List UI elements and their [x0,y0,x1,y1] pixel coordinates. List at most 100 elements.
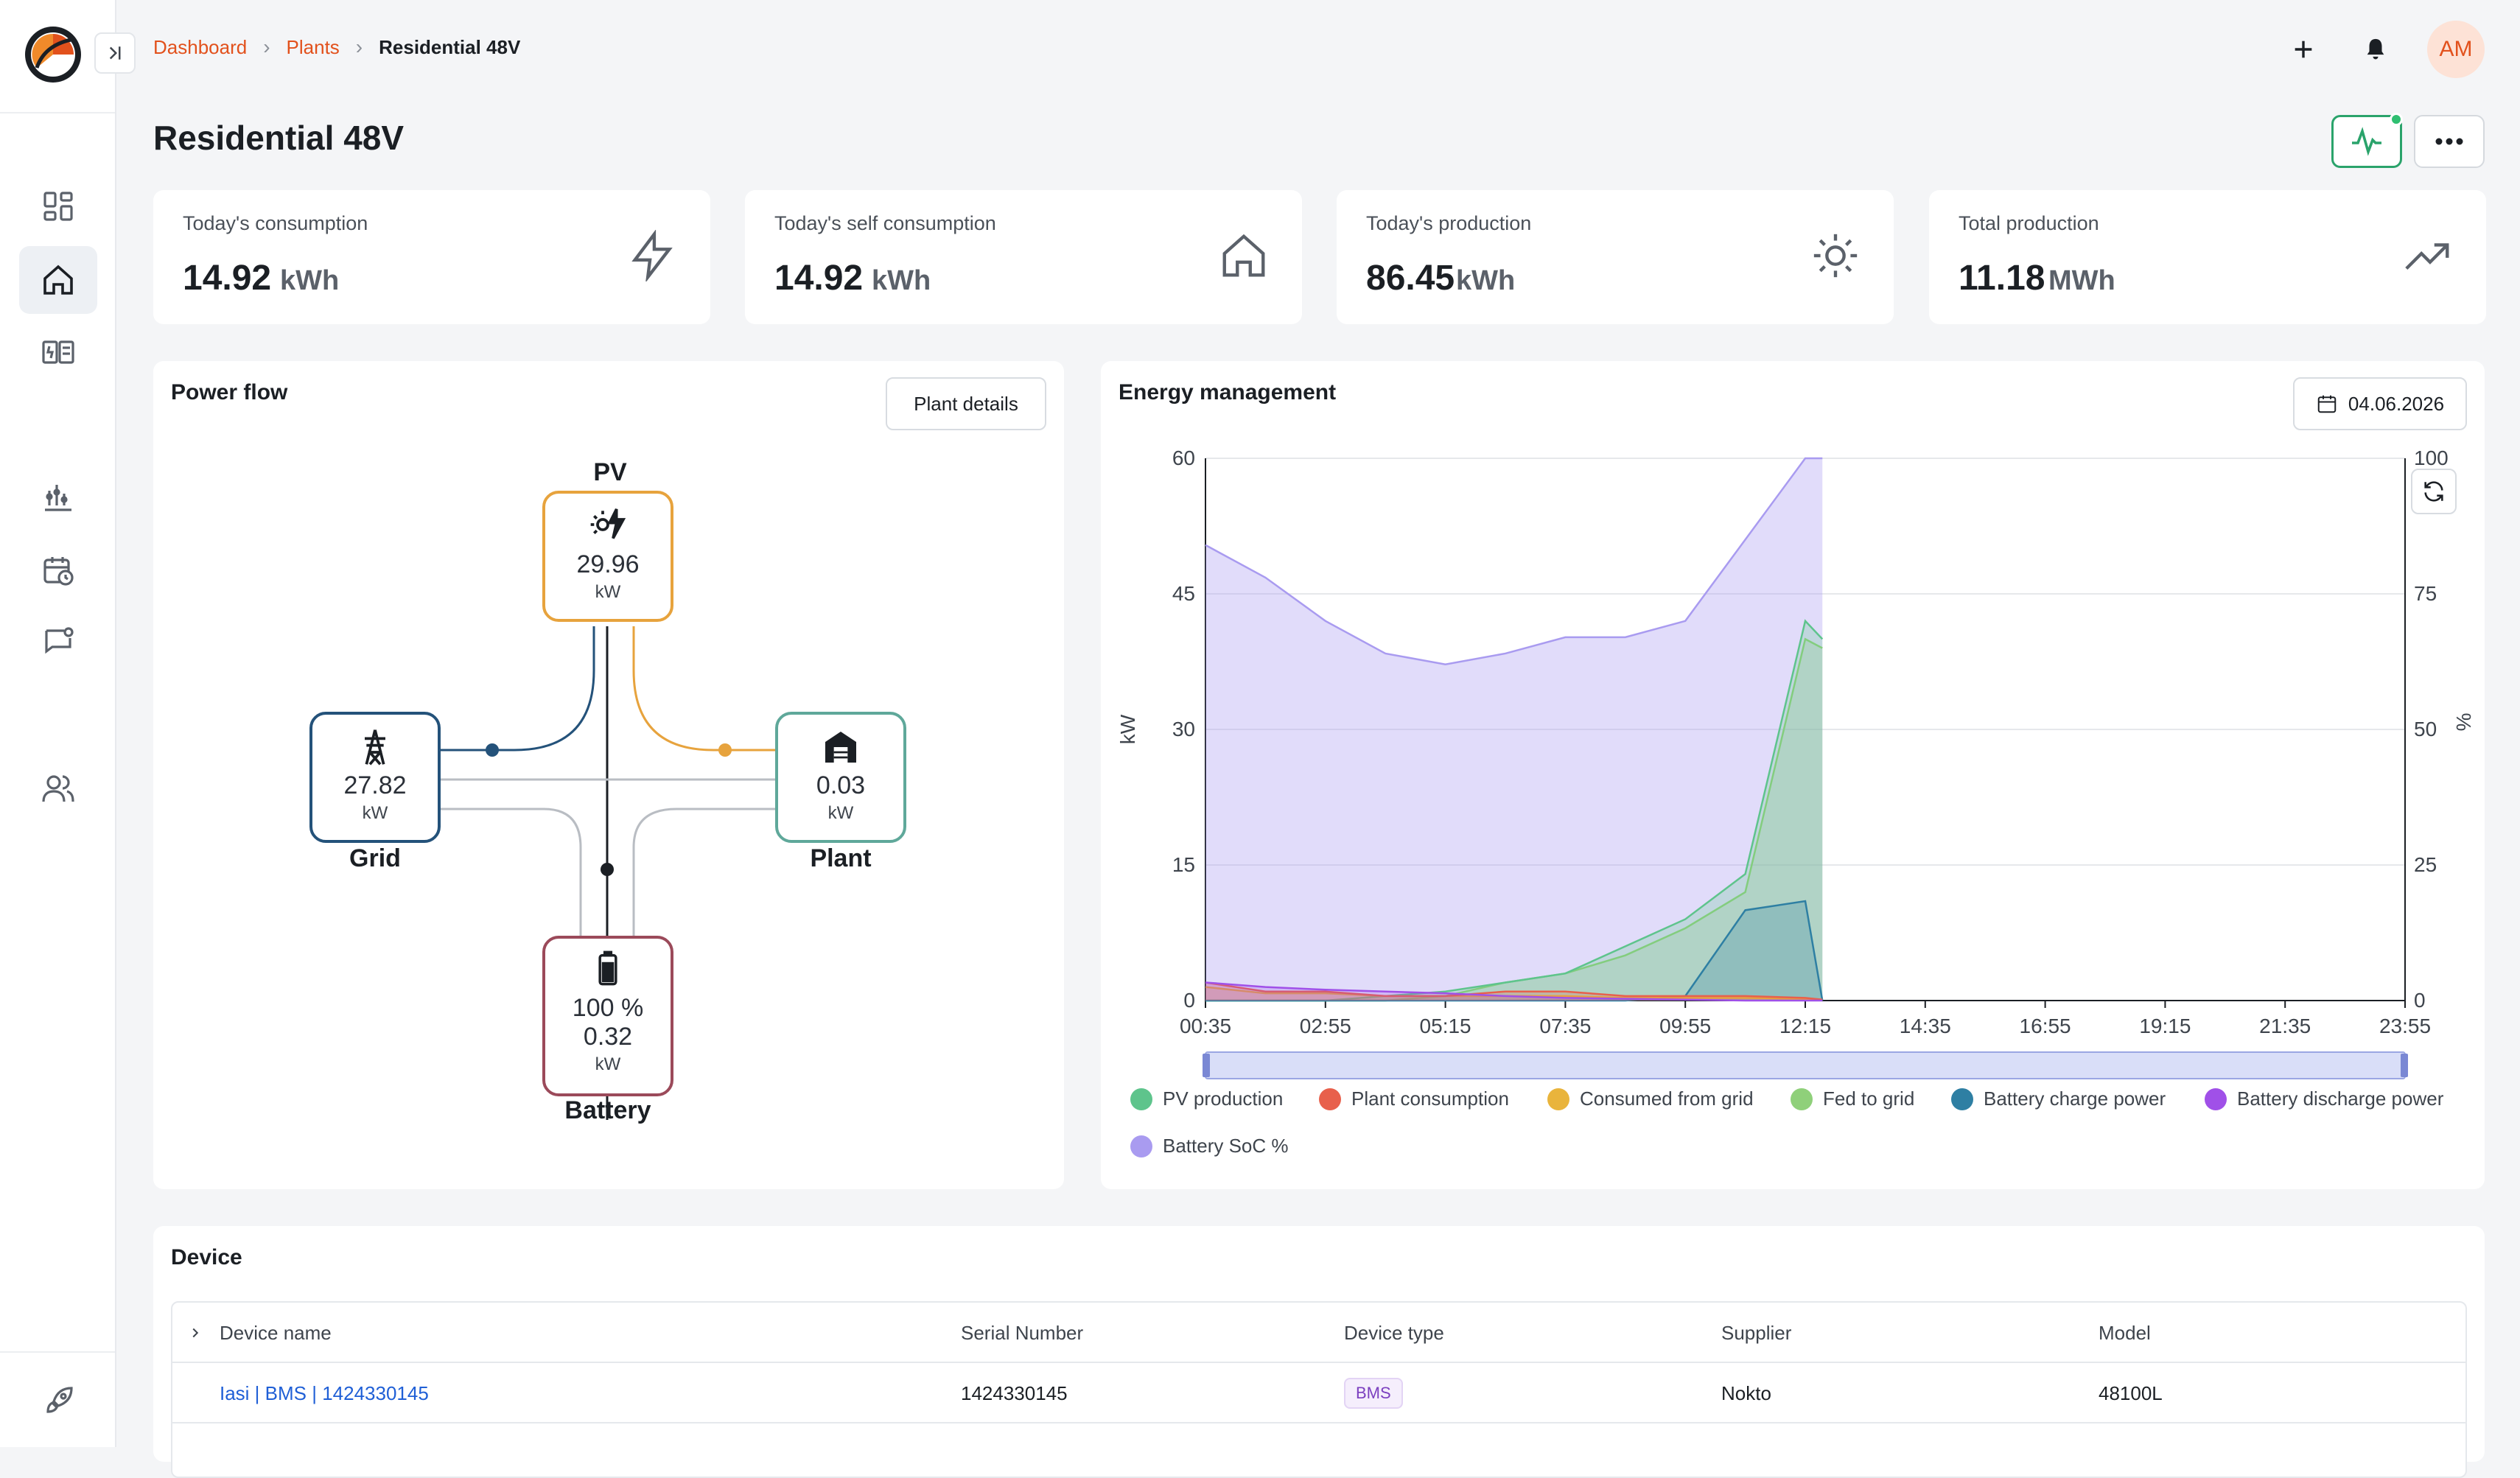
warehouse-icon [825,732,856,763]
x-tick: 16:55 [2020,1015,2071,1037]
breadcrumb-current: Residential 48V [379,35,521,58]
app-logo[interactable] [22,24,84,85]
pv-node[interactable]: 29.96 kW [542,491,673,622]
legend-plant-consumption[interactable]: Plant consumption [1319,1088,1509,1110]
column-model[interactable]: Model [2099,1321,2151,1344]
pv-value: 29.96 [576,550,640,578]
energy-chart: 0 15 30 45 60 0 25 50 75 100 kW % 00:35 02:55 05:15 07:… [1116,446,2475,1079]
series-area [1205,639,1823,1001]
nav-dashboard[interactable] [19,172,97,240]
breadcrumb: Dashboard › Plants › Residential 48V [153,32,520,62]
battery-unit: kW [595,1054,621,1074]
column-device-type[interactable]: Device type [1344,1321,1444,1344]
user-avatar[interactable]: AM [2427,21,2485,78]
date-picker-button[interactable]: 04.06.2026 [2293,377,2467,430]
y-tick-right: 25 [2414,853,2437,876]
model: 48100L [2099,1381,2163,1404]
nav-analytics[interactable] [19,463,97,530]
y-tick-left: 30 [1172,718,1195,740]
series-area [1205,982,1823,1001]
plant-unit: kW [827,803,854,823]
kpi-card-production: Today's production 86.45 kWh [1337,190,1894,324]
breadcrumb-dashboard[interactable]: Dashboard [153,35,248,58]
y-tick-left: 60 [1172,446,1195,469]
column-serial-number[interactable]: Serial Number [961,1321,1084,1344]
zoom-handle-right [2401,1054,2408,1077]
notifications-button[interactable] [2355,29,2396,70]
series-line [1205,457,1823,665]
battery-flow-dot [601,863,614,876]
nav-plants[interactable] [19,246,97,314]
add-button[interactable] [2283,29,2324,70]
x-tick: 21:35 [2259,1015,2311,1037]
kpi-label: Today's consumption [183,212,368,234]
nav-users[interactable] [19,754,97,822]
series-line [1205,981,1823,1001]
grid-flow-dot [486,743,499,757]
nav-messages[interactable] [19,609,97,676]
battery-node[interactable]: 100 % 0.32 kW [542,936,673,1096]
chevron-right-icon: › [263,35,270,58]
kpi-value: 86.45 [1366,259,1455,298]
nav-getting-started[interactable] [19,1367,97,1435]
power-flow-title: Power flow [171,380,288,404]
legend-marker [1547,1088,1569,1110]
column-supplier[interactable]: Supplier [1721,1321,1792,1344]
analytics-icon [45,485,71,511]
table-header: Device name Serial Number Device type Su… [172,1303,2465,1363]
more-options-button[interactable] [2414,115,2485,168]
expand-panel-icon [109,46,121,60]
serial-number: 1424330145 [961,1381,1068,1404]
nav-devices[interactable] [19,318,97,386]
bolt-icon [631,230,673,281]
legend-battery-charge-power[interactable]: Battery charge power [1951,1088,2166,1110]
grid-node[interactable]: 27.82 kW [309,712,441,843]
column-device-name[interactable]: Device name [220,1321,332,1344]
chevron-right-icon: › [355,35,363,58]
plus-icon [2295,41,2312,58]
series-area [1205,620,1823,1001]
refresh-icon [2424,481,2443,502]
monitoring-button[interactable] [2331,113,2403,168]
bell-icon [2367,38,2384,60]
sidebar-divider [0,1351,115,1353]
grid-label: Grid [349,844,401,872]
legend-marker [1130,1135,1152,1157]
ellipsis-icon [2435,138,2463,145]
selected-date: 04.06.2026 [2348,392,2445,415]
dashboard-icon [43,192,73,221]
sidebar-collapse-button[interactable] [94,32,136,74]
series-area [1205,458,1823,1001]
device-name-link[interactable]: Iasi | BMS | 1424330145 [220,1381,429,1404]
kpi-card-consumption: Today's consumption 14.92 kWh [153,190,710,324]
kpi-unit: MWh [2048,265,2115,296]
breadcrumb-plants[interactable]: Plants [286,35,340,58]
legend-consumed-from-grid[interactable]: Consumed from grid [1547,1088,1754,1110]
table-row[interactable]: Iasi | BMS | 1424330145 1424330145 BMS N… [172,1363,2465,1423]
plant-label: Plant [810,844,872,872]
legend-fed-to-grid[interactable]: Fed to grid [1791,1088,1914,1110]
plant-value: 0.03 [816,771,866,799]
legend-pv-production[interactable]: PV production [1130,1088,1283,1110]
users-icon [42,775,74,802]
y-tick-left: 15 [1172,853,1195,876]
sun-icon [1813,234,1858,278]
x-tick: 00:35 [1180,1015,1231,1037]
y-tick-right: 0 [2414,989,2426,1012]
legend-marker [1951,1088,1973,1110]
nav-scheduler[interactable] [19,536,97,604]
plant-details-button[interactable]: Plant details [886,377,1046,430]
expand-all-icon[interactable] [187,1303,203,1363]
legend-battery-soc[interactable]: Battery SoC % [1130,1135,1289,1157]
y-tick-right: 100 [2414,446,2449,469]
x-tick: 12:15 [1779,1015,1831,1037]
battery-icon [598,950,617,986]
reset-zoom-button[interactable] [2411,469,2457,514]
kpi-value: 14.92 [774,259,864,298]
kpi-unit: kWh [1456,265,1516,296]
legend-battery-discharge-power[interactable]: Battery discharge power [2205,1088,2443,1110]
y-tick-right: 75 [2414,582,2437,605]
plant-node[interactable]: 0.03 kW [775,712,906,843]
battery-label: Battery [564,1096,651,1124]
grid-unit: kW [362,803,388,823]
